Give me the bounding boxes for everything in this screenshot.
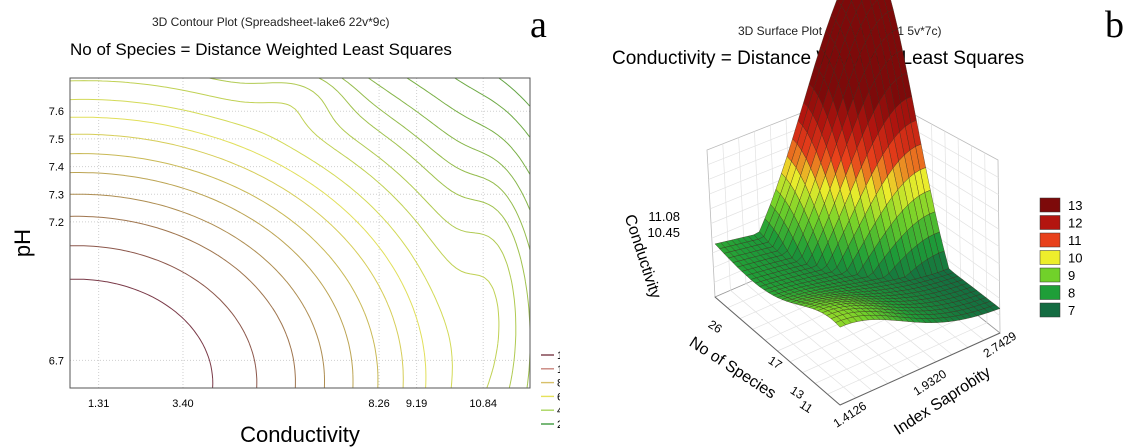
contour-y-tick-label: 7.4 (49, 162, 64, 174)
surface-legend-label: 8 (1068, 286, 1075, 301)
surface-box-edge (714, 296, 841, 406)
contour-line (498, 77, 531, 107)
contour-line (209, 77, 517, 389)
contour-line (69, 193, 325, 389)
contour-line (69, 245, 258, 389)
contour-line (69, 116, 427, 389)
panel-letter-b: b (1105, 4, 1124, 46)
contour-legend-label: 120 (557, 350, 560, 362)
surface-z-tick-label: 11.08 (648, 209, 680, 224)
contour-panel: 3D Contour Plot (Spreadsheet-lake6 22v*9… (0, 0, 560, 448)
contour-legend-label: 80 (557, 378, 560, 390)
contour-x-tick-label: 1.31 (88, 398, 109, 410)
surface-x-tick-label: 26 (706, 317, 725, 336)
contour-line (69, 172, 354, 389)
contour-line (69, 98, 453, 389)
surface-legend-label: 11 (1068, 233, 1082, 248)
surface-legend-swatch (1039, 250, 1061, 265)
contour-x-tick-label: 9.19 (406, 398, 427, 410)
contour-y-tick-label: 7.3 (49, 189, 64, 201)
surface-legend: 13 12 11 10 9 8 7 (1039, 197, 1082, 318)
surface-x-tick-label: 17 (766, 353, 785, 372)
contour-line (69, 133, 404, 389)
surface-y-tick-label: 1.4126 (831, 399, 870, 431)
contour-line (69, 80, 500, 389)
surface-panel: 3D Surface Plot (Spreadsheet1 5v*7c) b C… (560, 0, 1131, 448)
contour-line (69, 215, 296, 389)
contour-line (454, 77, 531, 138)
contour-x-tick-label: 3.40 (172, 398, 193, 410)
contour-y-tick-label: 7.2 (49, 217, 64, 229)
surface-legend-swatch (1039, 232, 1061, 248)
contour-x-tick-label: 10.84 (469, 398, 497, 410)
contour-x-axis-label: Conductivity (240, 422, 360, 447)
contour-legend-label: 20 (557, 419, 560, 431)
contour-legend: 120 100 8060 40 20 (541, 350, 560, 431)
surface-legend-swatch (1039, 267, 1061, 283)
surface-legend-label: 10 (1068, 251, 1082, 266)
contour-legend-label: 60 (557, 391, 560, 403)
surface-box-edge (839, 332, 1001, 406)
surface-legend-swatch (1039, 215, 1061, 230)
contour-line (406, 77, 531, 175)
surface-legend-label: 13 (1068, 198, 1082, 213)
contour-line (69, 278, 214, 389)
surface-legend-label: 9 (1068, 268, 1075, 283)
contour-y-tick-label: 6.7 (49, 355, 64, 367)
contour-legend-label: 40 (557, 405, 560, 417)
surface-gridline (984, 152, 988, 323)
surface-gridline (971, 145, 975, 313)
surface-legend-swatch (1039, 285, 1061, 300)
surface-z-tick-label: 10.45 (647, 225, 680, 240)
contour-x-tick-label: 8.26 (368, 398, 389, 410)
surface-legend-swatch (1039, 302, 1061, 318)
contour-line (318, 77, 531, 389)
contour-legend-label: 100 (557, 364, 560, 376)
surface-gridline (827, 322, 988, 395)
contour-y-tick-label: 7.6 (49, 106, 64, 118)
surface-legend-label: 12 (1068, 216, 1082, 231)
contour-line (69, 153, 379, 389)
surface-legend-label: 7 (1068, 303, 1075, 318)
contour-title: No of Species = Distance Weighted Least … (70, 40, 452, 59)
contour-subtitle: 3D Contour Plot (Spreadsheet-lake6 22v*9… (152, 15, 390, 29)
surface-gridline (957, 138, 962, 303)
surface-legend-swatch (1039, 197, 1061, 213)
surface-mesh-cell (835, 320, 847, 328)
surface-gridline (814, 312, 975, 384)
contour-y-tick-label: 7.5 (49, 134, 64, 146)
surface-x-axis-label: No of Species (686, 334, 779, 403)
panel-letter-a: a (530, 4, 547, 46)
contour-chart: 1.31 3.40 8.26 9.19 10.846.77.27.37.47.57.6 … (10, 77, 560, 447)
contour-line (368, 77, 531, 211)
contour-y-axis-label: pH (10, 229, 35, 257)
contour-line (341, 77, 531, 251)
